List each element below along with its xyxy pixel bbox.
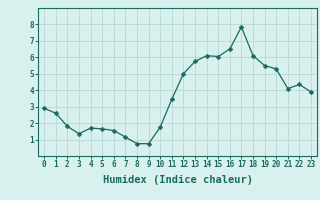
- X-axis label: Humidex (Indice chaleur): Humidex (Indice chaleur): [103, 175, 252, 185]
